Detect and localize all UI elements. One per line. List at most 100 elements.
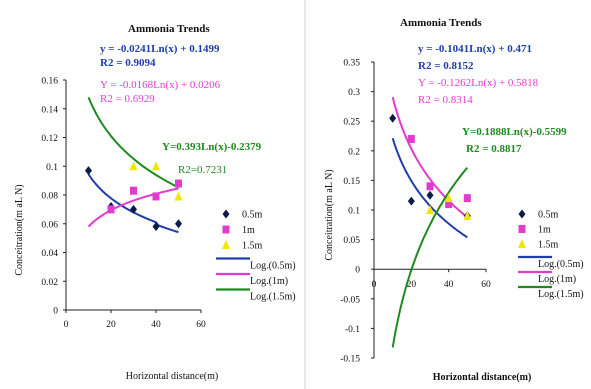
data-point-1-5m bbox=[426, 205, 434, 214]
chart-right-title: Ammonia Trends bbox=[400, 17, 482, 29]
y-tick-label: 0.16 bbox=[41, 77, 58, 87]
y-tick-label: 0.1 bbox=[348, 207, 360, 217]
data-point-1m bbox=[445, 200, 453, 209]
legend-label: 1.5m bbox=[242, 241, 263, 252]
equation-05m: y = -0.1041Ln(x) + 0.471 bbox=[418, 43, 532, 55]
y-tick-label: 0.08 bbox=[41, 192, 58, 202]
y-tick-label: -0.05 bbox=[340, 295, 360, 305]
r2-15m: R2=0.7231 bbox=[178, 164, 227, 176]
trendline-log-1m- bbox=[87, 187, 179, 228]
data-point-1-5m bbox=[129, 161, 138, 171]
y-tick-label: 0.06 bbox=[41, 220, 58, 230]
r2-05m: R2 = 0.9094 bbox=[100, 57, 156, 69]
chart-right-points bbox=[389, 113, 472, 221]
y-tick-label: 0 bbox=[53, 307, 58, 317]
data-point-1-5m bbox=[463, 210, 472, 220]
y-tick-label: 0.1 bbox=[46, 163, 58, 173]
equation-15m: Y=0.1888Ln(x)-0.5599 bbox=[462, 126, 567, 138]
y-tick-label: 0.25 bbox=[343, 118, 360, 128]
legend-label: 1m bbox=[538, 225, 551, 236]
y-tick-label: 0.15 bbox=[343, 177, 360, 187]
chart-left: Ammonia Trends y = -0.0241Ln(x) + 0.1499… bbox=[14, 23, 296, 382]
x-tick-label: 40 bbox=[444, 280, 454, 290]
y-tick-label: 0.04 bbox=[41, 249, 58, 259]
equation-15m: Y=0.393Ln(x)-0.2379 bbox=[162, 141, 262, 153]
legend-marker-0-5m bbox=[222, 209, 230, 219]
y-tick-label: 0.02 bbox=[41, 278, 58, 288]
chart-left-points bbox=[85, 161, 183, 232]
chart-right-trendlines bbox=[391, 96, 469, 348]
x-tick-label: 60 bbox=[196, 320, 206, 330]
legend-label: 1m bbox=[242, 225, 255, 236]
legend-marker-1m bbox=[518, 225, 526, 233]
r2-05m: R2 = 0.8152 bbox=[418, 60, 474, 72]
y-tick-label: 0.3 bbox=[348, 88, 360, 98]
data-point-1m bbox=[175, 179, 182, 188]
legend-label: 1.5m bbox=[538, 240, 559, 251]
legend-label: 0.5m bbox=[538, 210, 559, 221]
equation-1m: Y = -0.1262Ln(x) + 0.5818 bbox=[418, 77, 539, 89]
x-tick-label: 0 bbox=[64, 320, 69, 330]
data-point-1-5m bbox=[174, 191, 183, 201]
data-point-1-5m bbox=[152, 161, 160, 171]
y-tick-label: 0.35 bbox=[343, 59, 360, 69]
y-tick-label: 0 bbox=[355, 266, 360, 276]
x-tick-label: 60 bbox=[481, 280, 491, 290]
data-point-1m bbox=[426, 182, 434, 191]
data-point-1m bbox=[107, 205, 115, 214]
data-point-0-5m bbox=[407, 196, 415, 206]
data-point-0-5m bbox=[85, 166, 92, 176]
x-tick-label: 20 bbox=[407, 280, 417, 290]
trendline-log-1-5m- bbox=[87, 96, 179, 189]
r2-1m: R2 = 0.8314 bbox=[418, 94, 473, 106]
data-point-0-5m bbox=[175, 219, 182, 229]
data-point-0-5m bbox=[389, 113, 397, 123]
chart-left-title: Ammonia Trends bbox=[128, 23, 210, 35]
legend-label: Log.(1.5m) bbox=[250, 292, 296, 303]
legend-label: Log.(1m) bbox=[250, 276, 288, 287]
r2-15m: R2 = 0.8817 bbox=[466, 143, 522, 155]
equation-05m: y = -0.0241Ln(x) + 0.1499 bbox=[100, 43, 220, 55]
y-tick-label: 0.05 bbox=[343, 236, 360, 246]
equation-1m: Y = -0.0168Ln(x) + 0.0206 bbox=[100, 79, 221, 91]
chart-left-ylabel: Conceitration(m aL N) bbox=[14, 184, 25, 275]
x-tick-label: 20 bbox=[106, 320, 116, 330]
legend-label: Log.(1m) bbox=[538, 274, 576, 285]
data-point-0-5m bbox=[426, 190, 434, 200]
chart-right-legend: 0.5m 1m 1.5m Log.(0.5m) Log.(1m) Log.(1.5m) bbox=[518, 209, 584, 300]
chart-right: Ammonia Trends y = -0.1041Ln(x) + 0.471 … bbox=[324, 17, 584, 383]
data-point-1m bbox=[407, 134, 415, 143]
x-tick-label: 40 bbox=[151, 320, 161, 330]
legend-label: Log.(0.5m) bbox=[538, 259, 584, 270]
x-tick-label: 0 bbox=[372, 280, 377, 290]
chart-right-xlabel: Horizontal distance(m) bbox=[433, 372, 532, 383]
chart-right-axes: -0.15 -0.1 -0.05 0 0.05 0.1 0.15 0.2 0.25 0.3 0.35… bbox=[340, 59, 491, 365]
legend-label: Log.(1.5m) bbox=[538, 289, 584, 300]
legend-marker-0-5m bbox=[518, 209, 526, 219]
legend-marker-1-5m bbox=[222, 240, 230, 249]
legend-marker-1-5m bbox=[518, 239, 526, 248]
y-tick-label: 0.14 bbox=[41, 105, 58, 115]
chart-left-xlabel: Horizontal distance(m) bbox=[126, 371, 218, 382]
data-point-1m bbox=[130, 186, 137, 195]
trendline-log-1-5m- bbox=[391, 166, 469, 348]
data-point-0-5m bbox=[130, 204, 137, 214]
chart-right-ylabel: Conceitration(m aL N) bbox=[324, 169, 335, 260]
data-point-1m bbox=[152, 192, 160, 201]
data-point-1m bbox=[463, 194, 471, 203]
r2-1m: R2 = 0.6929 bbox=[100, 93, 155, 105]
y-tick-label: 0.12 bbox=[41, 134, 58, 144]
trendline-log-0-5m- bbox=[87, 173, 179, 234]
data-point-1-5m bbox=[444, 193, 453, 203]
data-point-0-5m bbox=[152, 222, 160, 232]
legend-marker-1m bbox=[222, 225, 230, 234]
y-tick-label: 0.2 bbox=[348, 147, 360, 157]
y-tick-label: -0.1 bbox=[345, 325, 360, 335]
trendline-log-1m- bbox=[391, 96, 468, 219]
legend-label: Log.(0.5m) bbox=[250, 261, 296, 272]
legend-label: 0.5m bbox=[242, 210, 263, 221]
chart-left-axes: 0 0.02 0.04 0.06 0.08 0.1 0.12 0.14 0.16 0 20 40 60 bbox=[41, 77, 206, 331]
chart-left-legend: 0.5m 1m 1.5m Log.(0.5m) Log.(1m) Log.(1.5m) bbox=[216, 209, 296, 303]
y-tick-label: -0.15 bbox=[340, 355, 360, 365]
